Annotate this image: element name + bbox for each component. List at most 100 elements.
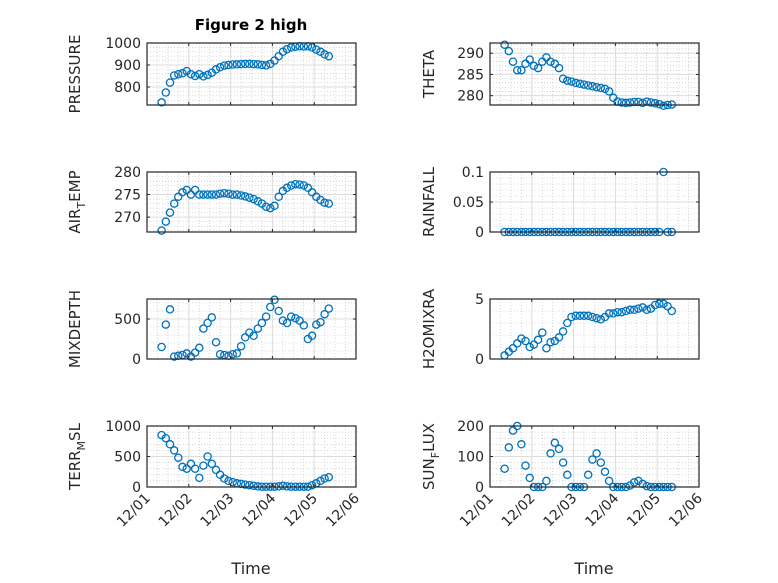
y-label-text: MIXDEPTH xyxy=(66,290,84,368)
data-point xyxy=(178,69,187,78)
data-point xyxy=(195,473,204,483)
y-label-subscript: T xyxy=(75,202,88,210)
data-point xyxy=(295,316,304,325)
subplot-pressure: 800 900 1000 PRESSURE xyxy=(66,35,357,114)
data-point xyxy=(220,474,229,483)
data-point xyxy=(211,190,221,199)
data-point xyxy=(554,444,564,454)
data-point xyxy=(546,57,555,66)
data-point xyxy=(270,295,279,305)
data-point xyxy=(592,449,601,458)
data-point xyxy=(508,426,518,435)
data-point xyxy=(567,312,576,322)
data-point xyxy=(588,82,597,91)
y-tick-label: 280 xyxy=(457,89,484,105)
data-point xyxy=(211,65,221,74)
data-point xyxy=(558,327,568,336)
data-point xyxy=(529,61,539,71)
data-point xyxy=(249,59,258,69)
data-point xyxy=(232,190,242,199)
y-axis-label: SUNFLUX xyxy=(420,423,442,490)
data-point xyxy=(169,199,179,208)
data-point xyxy=(282,318,292,328)
y-label-text: RAINFALL xyxy=(420,166,438,237)
data-point xyxy=(579,311,589,321)
y-tick-label: 0.1 xyxy=(462,165,484,181)
data-point xyxy=(178,462,187,472)
data-point xyxy=(282,482,292,491)
data-point xyxy=(169,71,179,80)
data-point xyxy=(320,309,329,319)
data-point xyxy=(307,480,317,490)
subplot-h2omixra: 0 5 H2OMIXRA xyxy=(420,288,700,369)
data-point xyxy=(324,472,334,482)
data-point xyxy=(286,312,296,321)
data-point xyxy=(504,443,514,452)
data-point xyxy=(571,78,580,88)
data-point xyxy=(508,57,518,66)
data-point xyxy=(278,481,288,491)
y-label-text: EMP xyxy=(66,170,84,201)
y-tick-label: 900 xyxy=(114,58,141,74)
data-point xyxy=(224,476,233,486)
data-point xyxy=(558,458,568,467)
data-point xyxy=(659,101,668,111)
data-point xyxy=(554,333,564,342)
data-point xyxy=(517,65,526,75)
data-point xyxy=(646,98,656,107)
data-point xyxy=(236,191,246,200)
data-point xyxy=(604,476,614,486)
data-point xyxy=(203,70,212,80)
data-point xyxy=(261,312,271,321)
data-point xyxy=(253,482,263,491)
data-point xyxy=(291,313,300,323)
data-point xyxy=(604,87,614,96)
data-point xyxy=(299,321,309,330)
data-point xyxy=(174,69,183,79)
data-point xyxy=(583,311,593,321)
data-point xyxy=(186,459,196,469)
data-point xyxy=(642,305,652,315)
data-point xyxy=(655,299,664,309)
y-tick-label: 285 xyxy=(457,67,484,83)
data-point xyxy=(220,188,229,198)
data-point xyxy=(592,82,601,92)
data-point xyxy=(253,324,263,333)
data-point xyxy=(604,309,614,318)
data-point xyxy=(174,192,183,202)
y-label-text: SL xyxy=(66,422,84,441)
y-axis-label: MIXDEPTH xyxy=(66,290,84,368)
data-point xyxy=(596,315,606,324)
data-point xyxy=(215,62,225,72)
y-tick-label: 0 xyxy=(132,480,141,496)
data-point xyxy=(546,449,555,458)
data-point xyxy=(199,461,208,470)
y-axis-label: PRESSURE xyxy=(66,35,84,114)
data-point xyxy=(571,311,580,321)
data-point xyxy=(563,318,572,328)
y-axis-label: THETA xyxy=(420,49,438,99)
data-point xyxy=(629,478,639,487)
axes-box xyxy=(489,298,700,360)
y-tick-label: 0.05 xyxy=(453,195,484,211)
y-label-text: TERR xyxy=(66,450,84,491)
data-point xyxy=(525,55,534,64)
data-point xyxy=(274,192,283,202)
y-axis-label: H2OMIXRA xyxy=(420,288,438,369)
data-point xyxy=(161,320,171,329)
y-tick-label: 280 xyxy=(114,165,141,181)
data-point xyxy=(663,301,672,311)
data-point xyxy=(157,226,166,235)
data-point xyxy=(558,74,568,83)
data-point xyxy=(257,60,267,70)
data-point xyxy=(583,81,593,90)
data-point xyxy=(638,303,647,312)
data-point xyxy=(224,60,233,70)
y-axis-label: AIRTEMP xyxy=(66,170,88,233)
data-point xyxy=(203,318,212,328)
y-tick-label: 0 xyxy=(475,352,484,368)
data-point xyxy=(220,61,229,70)
y-tick-label: 1000 xyxy=(105,419,141,435)
y-label-text: SUN xyxy=(420,458,438,490)
